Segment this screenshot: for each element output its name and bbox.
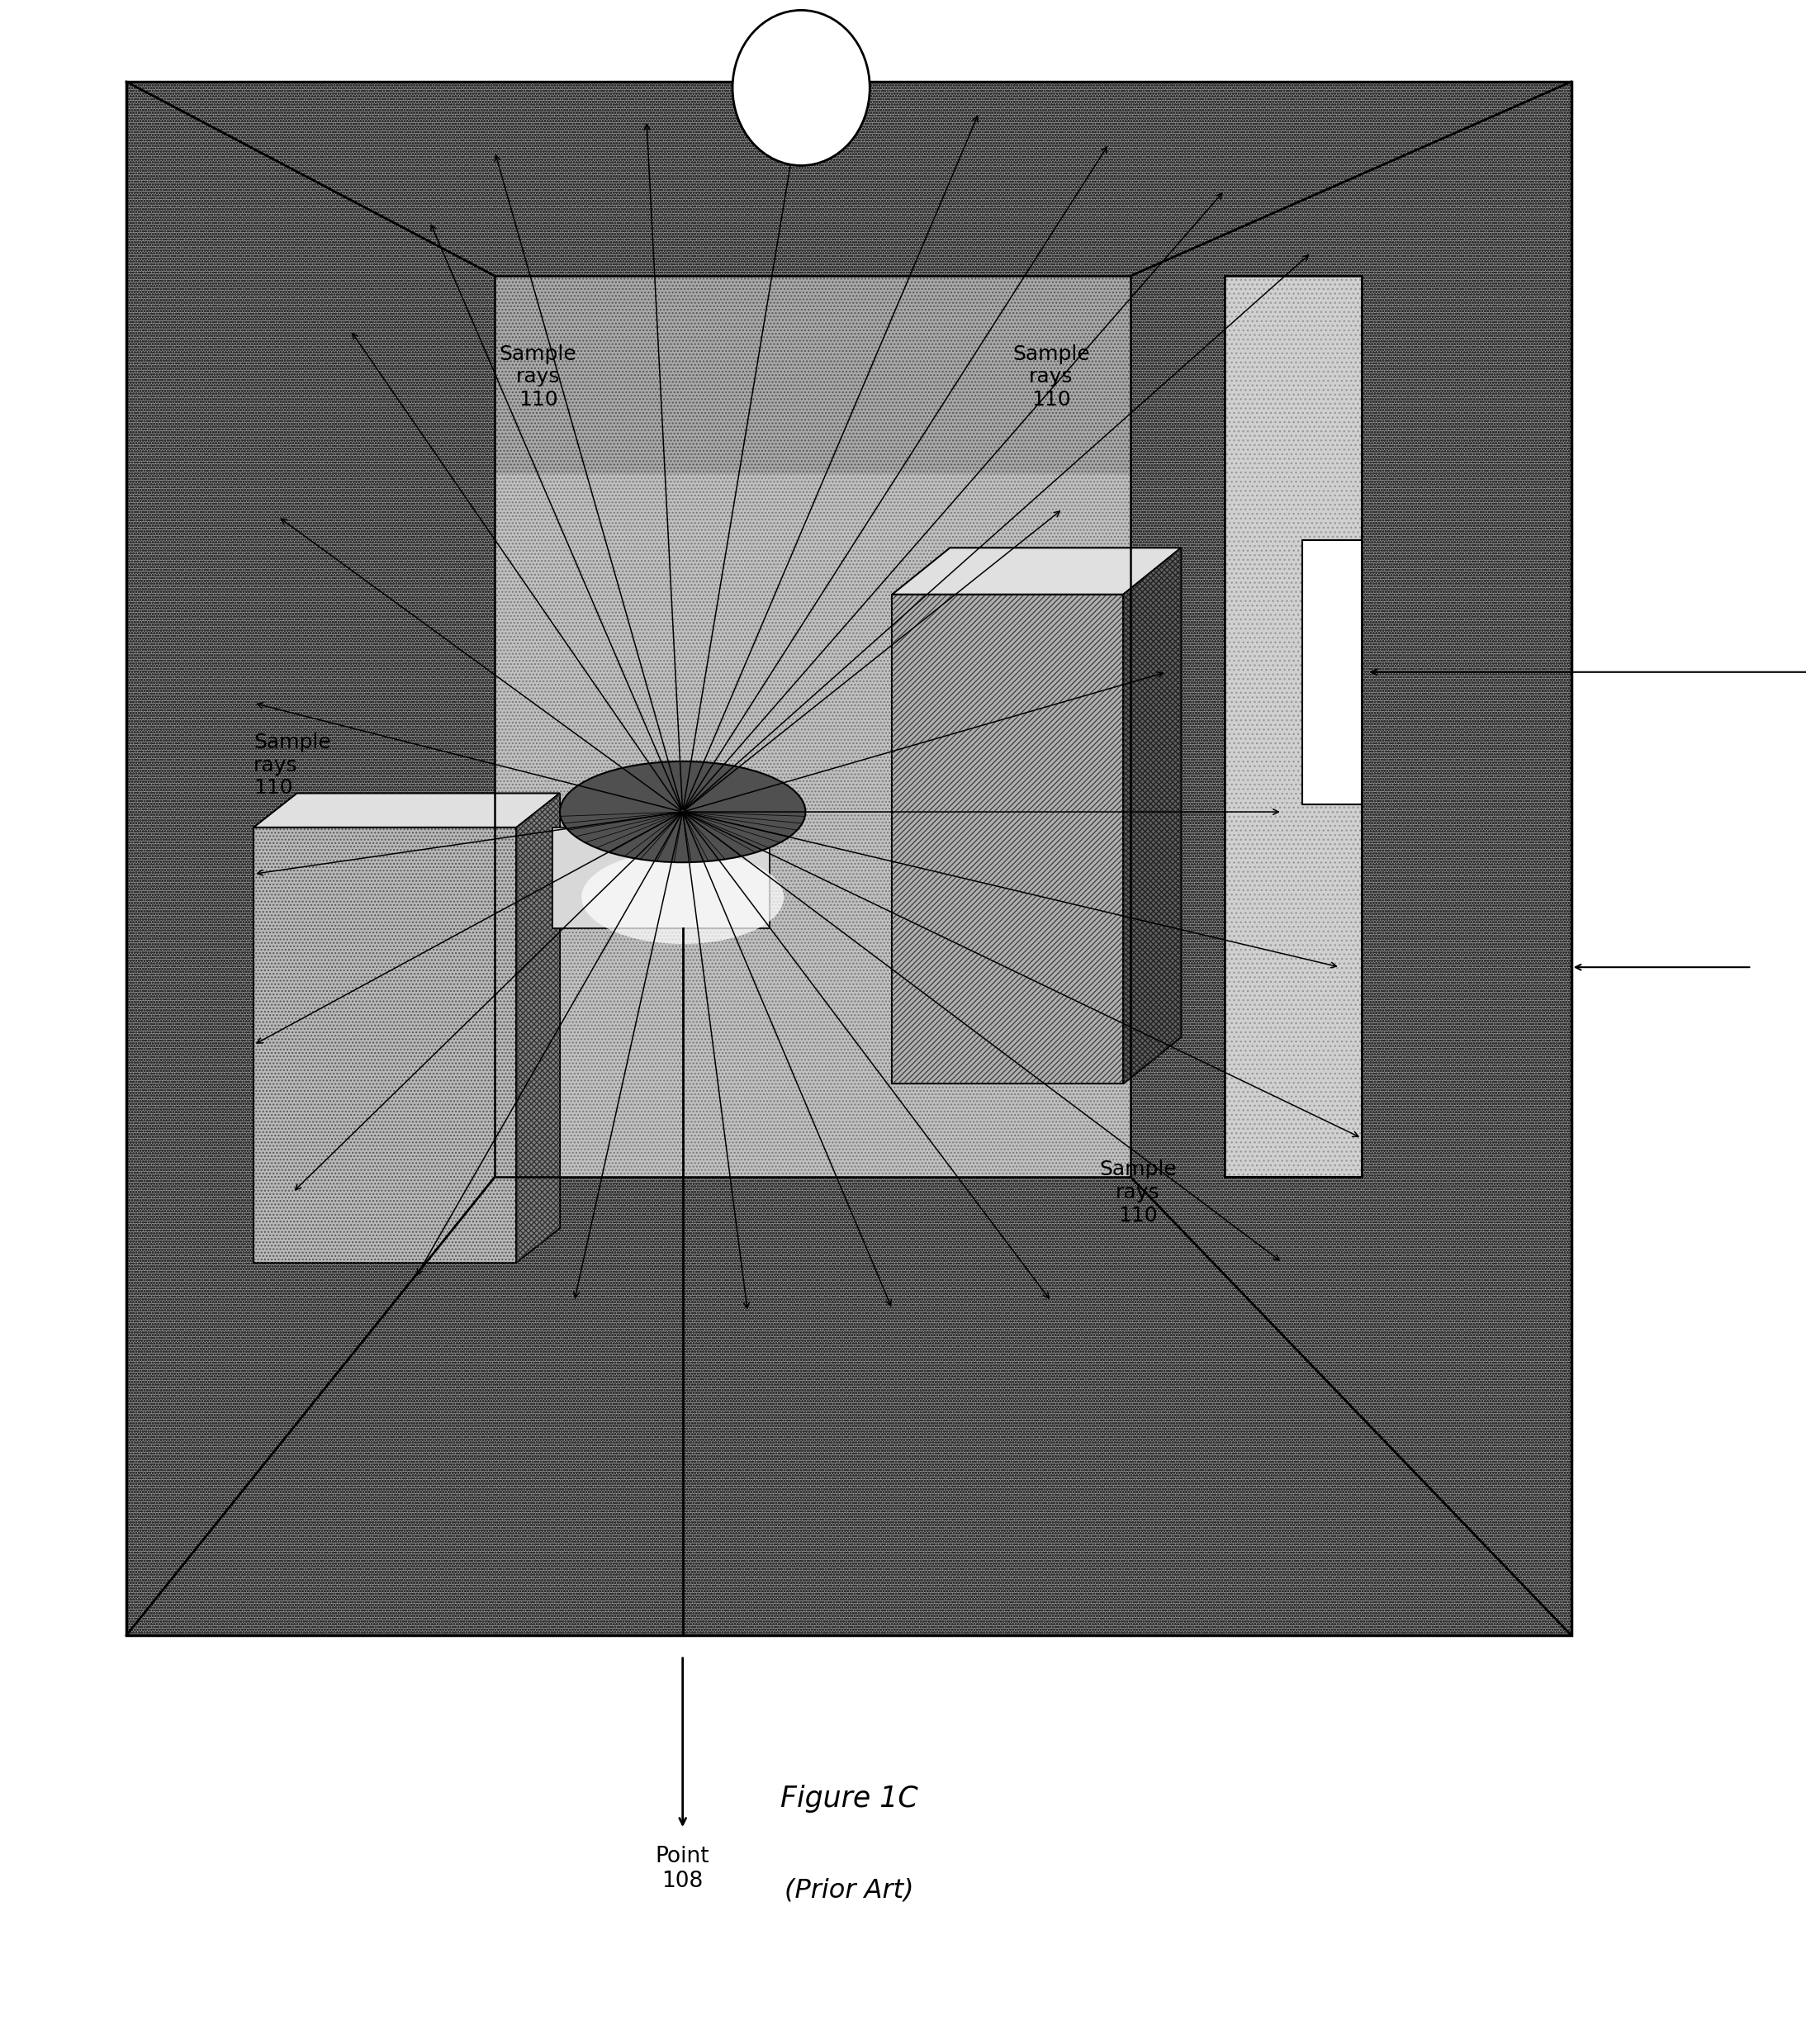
Bar [253,828,517,1263]
Polygon shape [253,793,560,828]
Bar [253,828,517,1263]
Polygon shape [1123,548,1181,1083]
Bar [1224,276,1362,1177]
Ellipse shape [582,850,784,944]
Bar [1224,276,1362,1177]
Text: (Prior Art): (Prior Art) [784,1878,914,1903]
Bar [126,82,1571,1635]
Bar [126,82,1571,1635]
Bar [495,276,1131,1177]
Bar [1302,540,1362,803]
Polygon shape [517,793,560,1263]
Text: Sample
rays
110: Sample rays 110 [500,343,576,409]
Bar [495,276,1131,1177]
Text: Figure 1C: Figure 1C [780,1784,917,1813]
Polygon shape [892,548,1181,595]
Bar [495,276,1131,474]
Text: Sample
rays
110: Sample rays 110 [253,732,330,797]
Text: Sample
rays
110: Sample rays 110 [1100,1159,1176,1224]
Bar [1224,276,1362,1177]
Bar [553,828,769,928]
Bar [892,595,1123,1083]
Bar [126,82,1571,1635]
Bar [495,276,1131,474]
Text: Sample
rays
110: Sample rays 110 [1013,343,1089,409]
Text: Point
108: Point 108 [656,1846,710,1893]
Bar [495,276,1131,1177]
Circle shape [733,10,870,166]
Bar [892,595,1123,1083]
Ellipse shape [560,762,805,863]
